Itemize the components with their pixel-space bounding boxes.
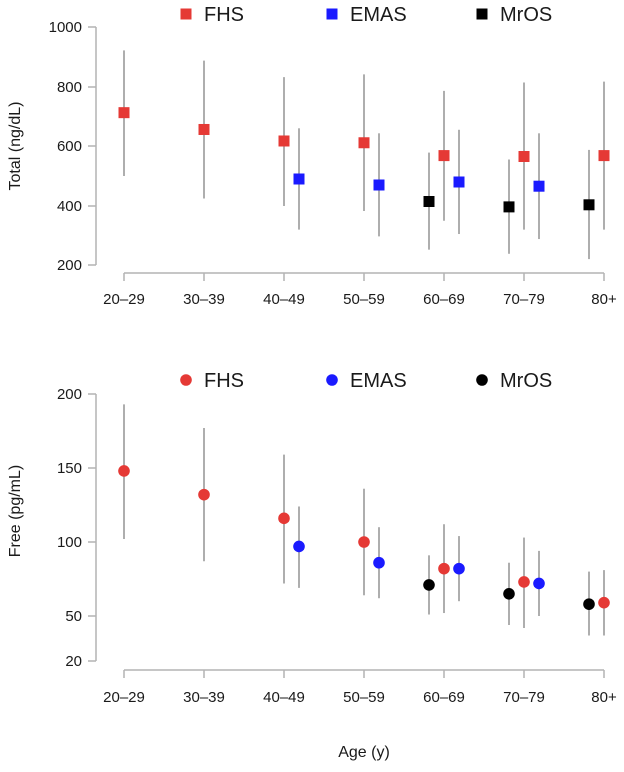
y-tick-label: 100 xyxy=(57,534,82,551)
data-point-circle xyxy=(358,536,370,548)
legend-marker xyxy=(326,8,338,20)
y-tick-label: 50 xyxy=(65,608,82,625)
legend-marker xyxy=(476,8,488,20)
legend-label: FHS xyxy=(204,4,244,26)
data-point-circle xyxy=(453,562,465,575)
data-point-square xyxy=(438,150,450,162)
data-point-circle xyxy=(583,598,595,610)
y-tick-label: 200 xyxy=(57,257,82,274)
x-tick-label: 80+ xyxy=(591,291,617,308)
data-point-square xyxy=(598,150,610,162)
x-tick-label: 50–59 xyxy=(343,689,385,706)
y-tick-label: 20 xyxy=(65,653,82,670)
x-tick-label: 20–29 xyxy=(103,689,145,706)
legend-marker xyxy=(180,8,192,20)
legend-label: EMAS xyxy=(350,370,407,392)
data-point-circle xyxy=(278,512,290,525)
data-point-square xyxy=(533,180,545,192)
data-point-circle xyxy=(598,596,610,609)
data-point-circle xyxy=(118,465,130,477)
x-tick-label: 70–79 xyxy=(503,689,545,706)
data-point-square xyxy=(518,151,530,162)
x-tick-label: 30–39 xyxy=(183,291,225,308)
legend-marker xyxy=(326,374,338,386)
legend-label: EMAS xyxy=(350,4,407,26)
data-point-circle xyxy=(438,562,450,575)
y-tick-label: 400 xyxy=(57,198,82,215)
data-point-circle xyxy=(533,577,545,590)
data-point-square xyxy=(503,201,515,213)
data-point-square xyxy=(198,123,210,135)
y-axis-title: Total (ng/dL) xyxy=(7,102,24,191)
data-point-square xyxy=(453,176,465,188)
data-point-square xyxy=(358,137,370,149)
x-tick-label: 60–69 xyxy=(423,689,465,706)
data-point-square xyxy=(293,173,305,185)
y-tick-label: 200 xyxy=(57,386,82,403)
y-axis-title: Free (pg/mL) xyxy=(7,465,24,557)
legend-marker xyxy=(476,374,488,386)
x-tick-label: 40–49 xyxy=(263,291,305,308)
y-tick-label: 150 xyxy=(57,460,82,477)
data-point-circle xyxy=(373,556,385,569)
data-point-square xyxy=(583,199,595,211)
y-tick-label: 1000 xyxy=(49,19,82,36)
data-point-square xyxy=(278,135,290,147)
y-tick-label: 800 xyxy=(57,79,82,96)
x-tick-label: 60–69 xyxy=(423,291,465,308)
x-tick-label: 20–29 xyxy=(103,291,145,308)
data-point-circle xyxy=(198,488,210,501)
y-tick-label: 600 xyxy=(57,138,82,155)
legend-label: MrOS xyxy=(500,370,552,392)
data-point-circle xyxy=(518,576,530,588)
x-axis-title: Age (y) xyxy=(338,744,390,761)
x-tick-label: 50–59 xyxy=(343,291,385,308)
x-tick-label: 70–79 xyxy=(503,291,545,308)
x-tick-label: 80+ xyxy=(591,689,617,706)
legend-marker xyxy=(180,374,192,386)
data-point-circle xyxy=(423,579,435,591)
x-tick-label: 30–39 xyxy=(183,689,225,706)
data-point-square xyxy=(373,179,385,191)
legend-label: MrOS xyxy=(500,4,552,26)
data-point-square xyxy=(118,107,130,119)
data-point-square xyxy=(423,196,435,207)
data-point-circle xyxy=(503,588,515,600)
legend-label: FHS xyxy=(204,370,244,392)
x-tick-label: 40–49 xyxy=(263,689,305,706)
data-point-circle xyxy=(293,540,305,553)
